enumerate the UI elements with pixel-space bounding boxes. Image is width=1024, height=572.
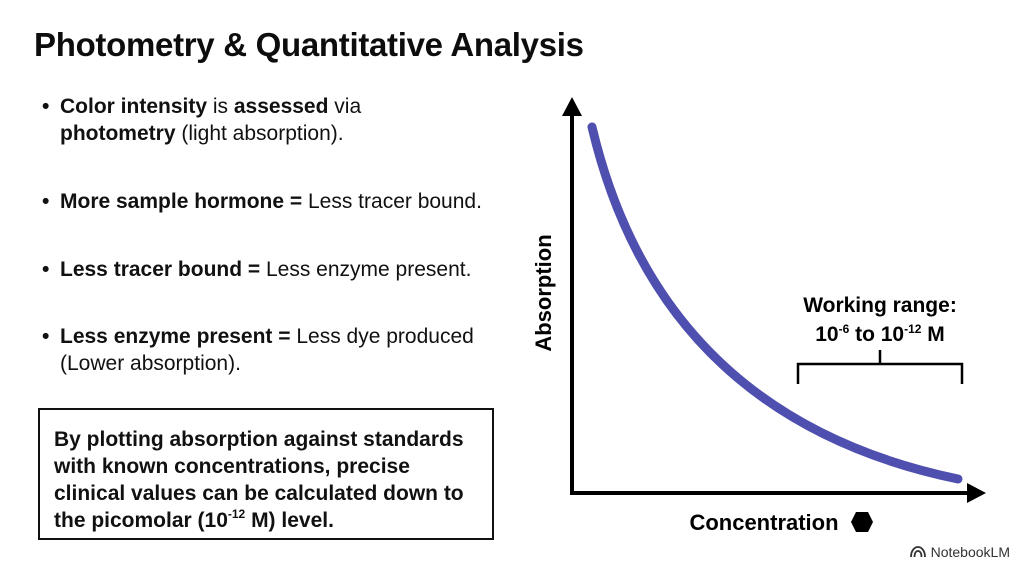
bullet-bold-text: More sample hormone = <box>60 190 303 213</box>
brand-watermark: NotebookLM <box>909 544 1010 560</box>
x-axis-label: Concentration <box>689 510 838 535</box>
range-base-1: 10 <box>815 323 838 346</box>
x-axis-arrow-icon <box>967 483 986 503</box>
range-exp-2: -12 <box>904 322 922 336</box>
bullet-photometry: Color intensity is assessed via photometr… <box>42 93 361 147</box>
bullet-bold-text: Less tracer bound = <box>60 258 261 281</box>
brand-name: NotebookLM <box>930 544 1010 560</box>
y-axis-label: Absorption <box>531 234 556 351</box>
bullet-text: Less tracer bound. <box>302 190 482 213</box>
callout-text: By plotting absorption against standards… <box>54 428 464 532</box>
working-range-bracket <box>796 350 964 384</box>
notebooklm-logo-icon <box>909 546 926 558</box>
bullet-less-tracer: Less tracer bound = Less enzyme present. <box>42 256 471 283</box>
range-exp-1: -6 <box>839 322 850 336</box>
summary-callout-box: By plotting absorption against standards… <box>38 408 494 540</box>
working-range-values: 10-6 to 10-12 M <box>815 322 945 346</box>
y-axis-arrow-icon <box>562 97 582 116</box>
bullet-less-enzyme: Less enzyme present = Less dye produced … <box>42 323 482 377</box>
page-title: Photometry & Quantitative Analysis <box>34 26 584 63</box>
absorption-curve <box>587 122 963 484</box>
callout-text-end: M) level. <box>245 509 334 532</box>
bullet-text: Less dye produced (Lower absorption). <box>60 325 474 375</box>
bullet-text: (light absorption). <box>175 122 344 145</box>
bullet-bold-text: photometry <box>60 122 176 145</box>
range-unit: M <box>921 323 944 346</box>
bullet-bold-text: assessed <box>233 95 329 118</box>
range-mid: to <box>849 323 881 346</box>
bullet-text: via <box>328 95 362 118</box>
bullet-more-hormone: More sample hormone = Less tracer bound. <box>42 188 482 215</box>
bullet-text: Less enzyme present. <box>260 258 472 281</box>
bullet-bold-text: Color intensity <box>60 95 208 118</box>
hexagon-icon <box>851 512 873 532</box>
bullet-text: is <box>207 95 234 118</box>
callout-exponent: -12 <box>227 507 246 521</box>
range-base-2: 10 <box>881 323 904 346</box>
bullet-bold-text: Less enzyme present = <box>60 325 291 348</box>
working-range-title: Working range: <box>803 294 957 317</box>
